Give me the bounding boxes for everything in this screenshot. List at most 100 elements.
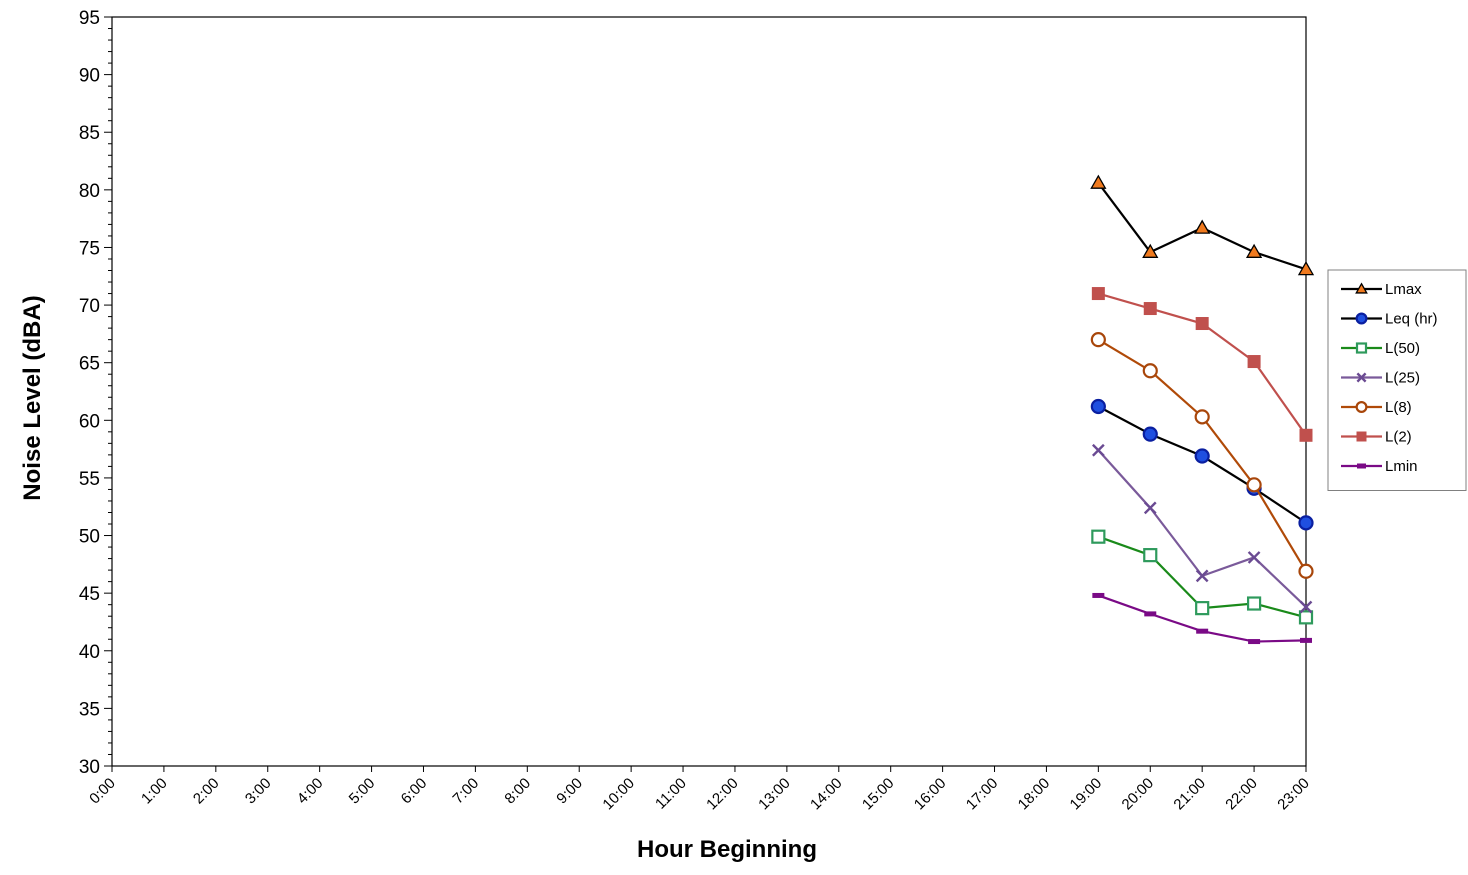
marker [1195, 601, 1210, 616]
y-tick-label: 60 [79, 411, 100, 432]
x-tick-label: 11:00 [652, 775, 690, 813]
marker [1194, 219, 1211, 234]
legend-item: L(8) [1341, 399, 1412, 416]
marker [1298, 563, 1314, 579]
legend: Lmax Leq (hr) L(50) L(25) L(8) L(2) Lmin [1327, 269, 1467, 491]
y-tick-label: 90 [79, 66, 100, 87]
legend-item: Lmin [1341, 458, 1418, 475]
marker [1299, 600, 1313, 614]
y-axis-title: Noise Level (dBA) [19, 295, 46, 500]
marker [1144, 611, 1157, 617]
legend-label: Lmax [1385, 281, 1422, 298]
marker [1357, 463, 1366, 469]
x-tick-label: 4:00 [294, 775, 327, 808]
marker-stroke [1356, 372, 1367, 383]
marker [1142, 363, 1158, 379]
marker [1143, 548, 1158, 563]
marker [1245, 243, 1263, 258]
marker [1299, 428, 1313, 442]
x-tick-label: 16:00 [911, 775, 950, 814]
marker [1090, 332, 1106, 348]
marker [1194, 409, 1210, 425]
y-tick-label: 35 [79, 699, 100, 720]
marker [1355, 342, 1368, 354]
marker [1247, 551, 1261, 564]
legend-label: Leq (hr) [1385, 311, 1438, 328]
marker [1092, 592, 1105, 598]
marker [1355, 312, 1368, 325]
series-l-50 [1091, 529, 1314, 625]
y-tick-label: 45 [79, 584, 100, 605]
marker [1091, 287, 1105, 301]
x-tick-label: 20:00 [1119, 775, 1158, 814]
marker [1297, 261, 1315, 276]
y-tick-label: 65 [79, 354, 100, 375]
y-tick-label: 40 [79, 642, 100, 663]
marker [1091, 529, 1106, 544]
series-l-2 [1091, 287, 1313, 442]
marker [1194, 448, 1210, 464]
plot-area [111, 16, 1307, 767]
marker [1300, 637, 1312, 643]
x-axis-title: Hour Beginning [637, 836, 817, 863]
y-tick-label: 55 [79, 469, 100, 490]
x-tick-label: 2:00 [190, 775, 223, 808]
marker [1195, 569, 1209, 583]
marker-stroke [1299, 600, 1313, 614]
marker [1246, 596, 1262, 611]
legend-label: Lmin [1385, 458, 1418, 475]
marker [1196, 628, 1209, 634]
marker [1143, 302, 1157, 316]
legend-label: L(25) [1385, 370, 1420, 387]
legend-label: L(8) [1385, 399, 1412, 416]
x-tick-label: 6:00 [398, 775, 431, 808]
x-tick-label: 19:00 [1067, 775, 1106, 814]
series-lmin [1092, 592, 1312, 645]
marker [1142, 426, 1158, 442]
legend-box [1327, 269, 1467, 491]
x-tick-label: 7:00 [450, 775, 483, 808]
legend-item: Leq (hr) [1341, 311, 1438, 328]
marker [1298, 515, 1314, 531]
series-lmax [1090, 174, 1315, 276]
x-tick-label: 13:00 [755, 775, 794, 814]
series-lines [1090, 174, 1315, 645]
marker-stroke [1195, 569, 1209, 583]
x-tick-label: 14:00 [807, 775, 846, 814]
marker [1356, 372, 1367, 383]
legend-label: L(2) [1385, 429, 1412, 446]
marker [1091, 443, 1105, 457]
marker [1298, 610, 1314, 625]
x-tick-label: 23:00 [1274, 775, 1313, 814]
x-tick-label: 3:00 [242, 775, 275, 808]
legend-item: L(50) [1341, 340, 1420, 357]
y-tick-label: 30 [79, 757, 100, 778]
legend-item: L(2) [1341, 429, 1412, 446]
marker [1247, 355, 1261, 369]
marker [1143, 501, 1157, 515]
series-l-8 [1090, 332, 1314, 579]
marker [1142, 243, 1159, 258]
marker-stroke [1091, 443, 1105, 457]
y-tick-label: 75 [79, 238, 100, 259]
axes [104, 16, 1307, 772]
x-tick-label: 8:00 [501, 775, 534, 808]
marker [1248, 639, 1261, 645]
x-tick-label: 21:00 [1170, 775, 1209, 814]
marker-stroke [1247, 551, 1261, 564]
series-l-25 [1091, 443, 1313, 614]
x-tick-label: 22:00 [1222, 775, 1261, 814]
legend-item: L(25) [1341, 370, 1420, 387]
x-tick-label: 15:00 [859, 775, 898, 814]
marker-stroke [1143, 501, 1157, 515]
x-tick-label: 17:00 [963, 775, 1002, 814]
legend-label: L(50) [1385, 340, 1420, 357]
x-tick-label: 0:00 [86, 775, 119, 808]
y-tick-label: 85 [79, 123, 100, 144]
x-tick-label: 5:00 [346, 775, 379, 808]
marker [1355, 401, 1368, 413]
marker [1195, 317, 1209, 331]
marker [1090, 174, 1107, 189]
